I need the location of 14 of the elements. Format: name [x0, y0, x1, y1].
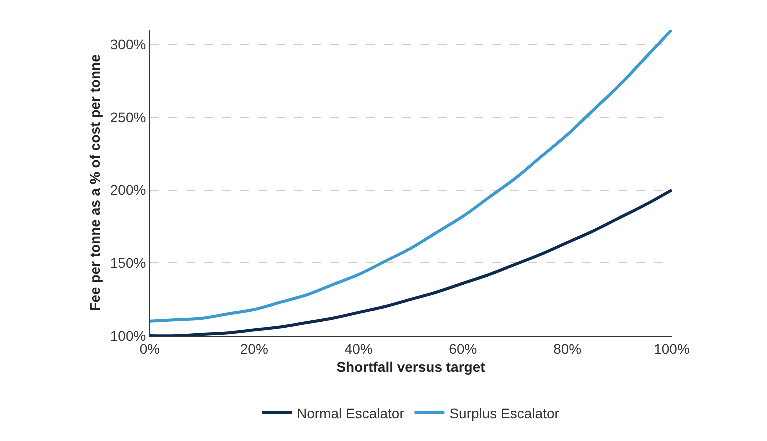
x-tick-label: 60% — [449, 340, 478, 357]
x-tick-label: 80% — [554, 340, 582, 357]
line-series — [150, 30, 672, 323]
y-tick-label: 150% — [110, 255, 146, 272]
legend-label: Normal Escalator — [297, 405, 405, 422]
legend-label: Surplus Escalator — [450, 405, 560, 422]
y-axis-title: Fee per tonne as a % of cost per tonne — [86, 54, 103, 312]
x-tick-label: 20% — [240, 340, 268, 357]
y-tick-label: 300% — [110, 36, 146, 52]
x-tick-label: 100% — [654, 340, 690, 357]
y-tick-label: 250% — [110, 109, 146, 126]
x-axis-title: Shortfall versus target — [336, 359, 486, 376]
x-tick-label: 40% — [344, 340, 373, 357]
y-tick-label: 200% — [110, 182, 146, 198]
